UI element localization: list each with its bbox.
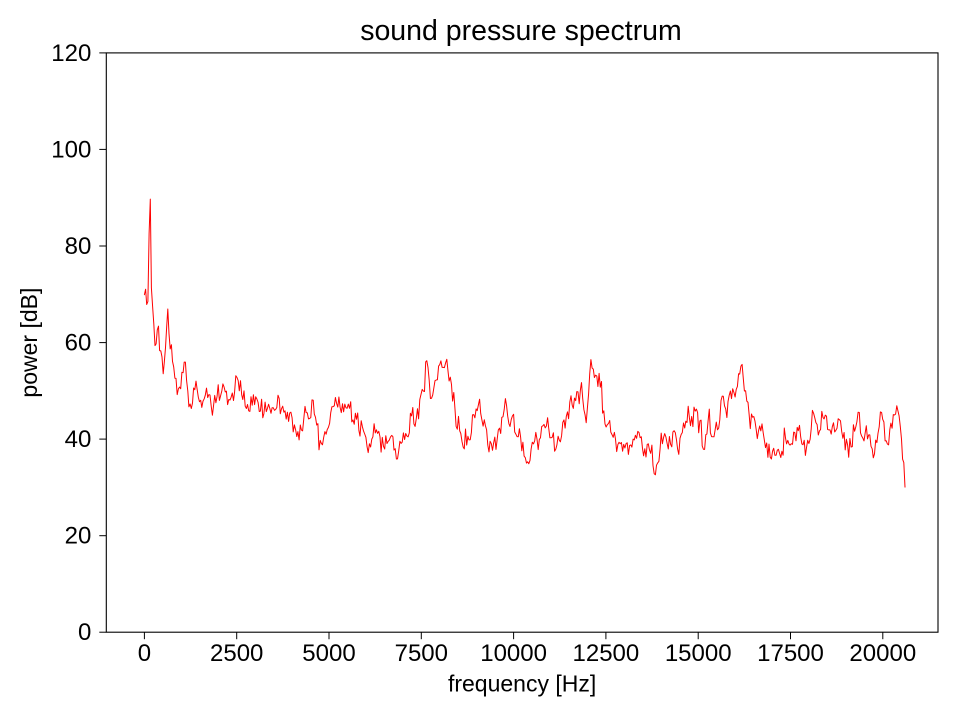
svg-text:7500: 7500 xyxy=(395,640,448,667)
svg-text:20: 20 xyxy=(65,523,92,550)
svg-text:17500: 17500 xyxy=(757,640,824,667)
svg-text:frequency [Hz]: frequency [Hz] xyxy=(448,671,596,697)
svg-text:5000: 5000 xyxy=(302,640,355,667)
svg-text:0: 0 xyxy=(78,619,91,646)
svg-text:60: 60 xyxy=(65,330,92,357)
svg-text:12500: 12500 xyxy=(573,640,640,667)
svg-text:power [dB]: power [dB] xyxy=(16,288,42,398)
svg-text:80: 80 xyxy=(65,233,92,260)
svg-text:100: 100 xyxy=(51,136,91,163)
svg-text:20000: 20000 xyxy=(849,640,916,667)
svg-text:40: 40 xyxy=(65,426,92,453)
svg-text:2500: 2500 xyxy=(210,640,263,667)
svg-text:0: 0 xyxy=(138,640,151,667)
svg-text:sound pressure spectrum: sound pressure spectrum xyxy=(360,15,682,47)
svg-text:15000: 15000 xyxy=(665,640,732,667)
svg-text:120: 120 xyxy=(51,40,91,67)
svg-text:10000: 10000 xyxy=(480,640,547,667)
